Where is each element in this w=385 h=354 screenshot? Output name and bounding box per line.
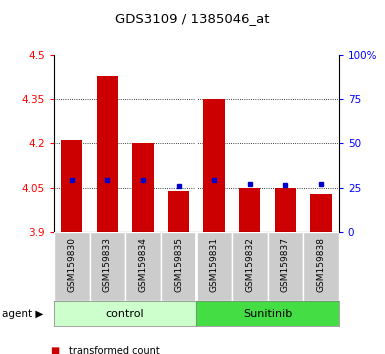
Bar [61,141,82,232]
Text: GSM159838: GSM159838 [316,237,325,292]
Text: transformed count: transformed count [69,346,160,354]
Text: GSM159834: GSM159834 [139,237,147,292]
Bar [275,188,296,232]
Bar [310,194,332,232]
Bar [239,188,260,232]
Text: GSM159830: GSM159830 [67,237,76,292]
Bar [54,232,90,301]
Text: GSM159837: GSM159837 [281,237,290,292]
Bar [268,232,303,301]
Text: GSM159835: GSM159835 [174,237,183,292]
Text: agent ▶: agent ▶ [2,309,43,319]
Bar [90,232,125,301]
Bar [232,232,268,301]
Bar [132,143,154,232]
Bar [203,99,225,232]
Text: Sunitinib: Sunitinib [243,309,292,319]
Text: GSM159832: GSM159832 [245,237,254,292]
Bar [303,232,339,301]
Bar [196,232,232,301]
Text: ■: ■ [50,346,59,354]
Bar [125,232,161,301]
Text: control: control [106,309,144,319]
Text: GSM159833: GSM159833 [103,237,112,292]
Bar [168,190,189,232]
Bar [97,75,118,232]
Text: GSM159831: GSM159831 [210,237,219,292]
Text: GDS3109 / 1385046_at: GDS3109 / 1385046_at [115,12,270,25]
Bar [161,232,196,301]
